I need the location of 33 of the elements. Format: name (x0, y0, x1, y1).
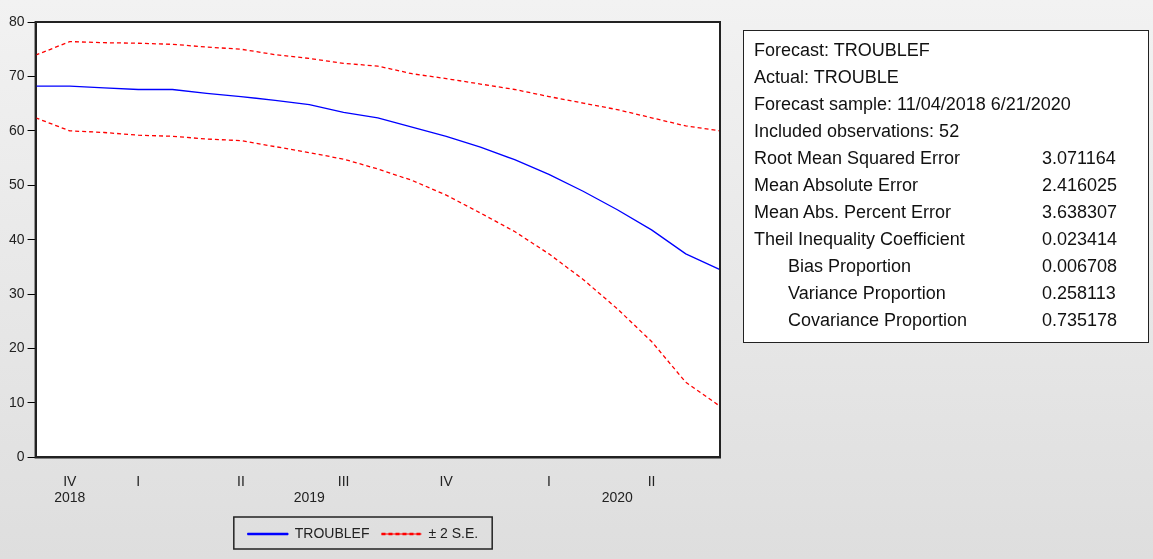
x-tick-label: 2020 (601, 489, 634, 506)
x-tick-label: IV (439, 472, 454, 489)
text: Forecast: TROUBLEF (754, 39, 930, 62)
y-tick-label: 30 (8, 284, 25, 301)
x-tick-label: I (136, 472, 141, 489)
y-tick-label: 50 (8, 176, 25, 193)
text: Bias Proportion 0.006708 (788, 256, 1118, 276)
x-tick-label: I (546, 472, 551, 489)
line-series (34, 117, 721, 407)
text: Mean Absolute Error 2.416025 (754, 175, 1118, 195)
x-tick-label: 2019 (293, 489, 326, 506)
y-tick-label: 60 (8, 121, 25, 138)
y-tick-label: 0 (16, 448, 25, 465)
y-tick-label: 20 (8, 339, 25, 356)
y-tick-label: 70 (8, 67, 25, 84)
text: Covariance Proportion 0.735178 (788, 310, 1118, 330)
text: Actual: TROUBLE (754, 66, 899, 89)
legend-label: TROUBLEF (294, 524, 370, 541)
text: Variance Proportion 0.258113 (788, 283, 1116, 303)
text: Theil Inequality Coefficient 0.023414 (754, 229, 1118, 249)
line-series (34, 40, 721, 132)
x-tick-label: II (237, 472, 245, 489)
text: Included observations: 52 (754, 120, 960, 143)
legend-label: ± 2 S.E. (428, 524, 479, 541)
text: Root Mean Squared Error 3.071164 (754, 148, 1116, 168)
x-tick-label: III (337, 472, 350, 489)
y-tick-label: 10 (8, 393, 25, 410)
y-tick-label: 80 (8, 12, 25, 29)
x-tick-label: II (647, 472, 656, 489)
y-tick-label: 40 (8, 230, 25, 247)
x-tick-label: IV 2018 (54, 472, 86, 506)
text: Forecast sample: 11/04/2018 6/21/2020 (754, 93, 1071, 116)
text: Mean Abs. Percent Error 3.638307 (754, 202, 1118, 222)
